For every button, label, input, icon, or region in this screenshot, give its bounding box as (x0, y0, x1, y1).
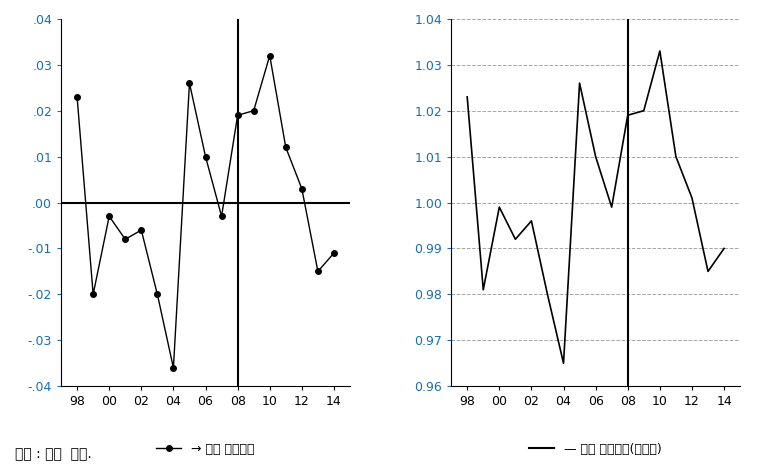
Text: 자료 : 필자  작성.: 자료 : 필자 작성. (15, 447, 92, 462)
Legend: — 해외 아웃소싱(승산비): — 해외 아웃소싱(승산비) (524, 438, 667, 461)
Legend: → 해외 아웃소싱: → 해외 아웃소싱 (151, 438, 259, 461)
